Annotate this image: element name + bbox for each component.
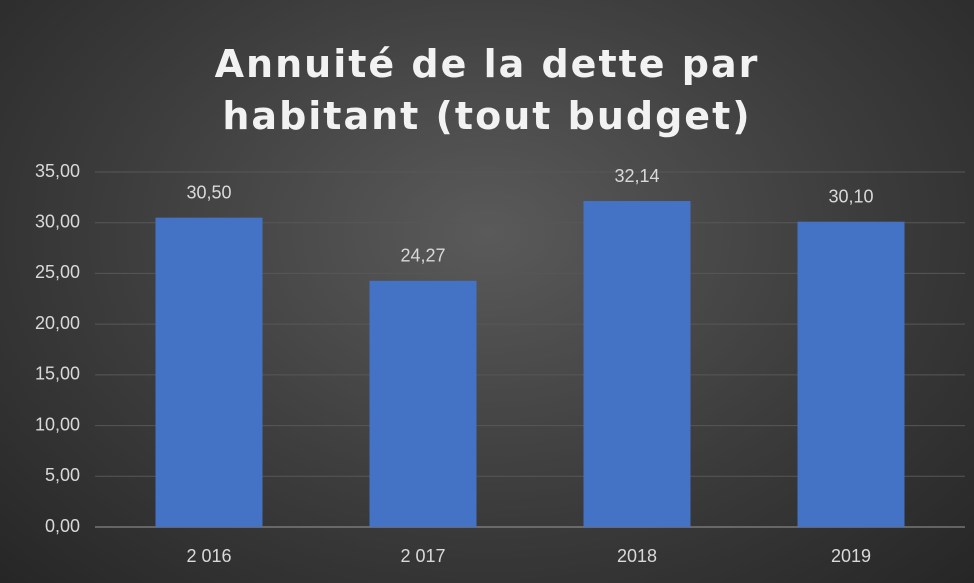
bar: [369, 280, 477, 527]
y-tick-label: 15,00: [35, 364, 80, 384]
value-label: 32,14: [614, 166, 659, 186]
y-tick-label: 35,00: [35, 161, 80, 181]
x-tick-label: 2 017: [400, 546, 445, 566]
x-tick-label: 2019: [831, 546, 871, 566]
y-tick-label: 0,00: [45, 516, 80, 536]
value-label: 30,10: [828, 186, 873, 206]
y-tick-label: 5,00: [45, 465, 80, 485]
bar: [797, 221, 905, 527]
chart-title: Annuité de la dette par habitant (tout b…: [214, 42, 760, 138]
y-tick-label: 20,00: [35, 313, 80, 333]
y-tick-label: 10,00: [35, 414, 80, 434]
value-label: 30,50: [186, 182, 231, 202]
bar: [583, 201, 691, 527]
y-tick-label: 25,00: [35, 262, 80, 282]
y-tick-label: 30,00: [35, 211, 80, 231]
value-label: 24,27: [400, 246, 445, 266]
bar: [155, 217, 263, 527]
x-tick-label: 2 016: [186, 546, 231, 566]
x-tick-label: 2018: [617, 546, 657, 566]
